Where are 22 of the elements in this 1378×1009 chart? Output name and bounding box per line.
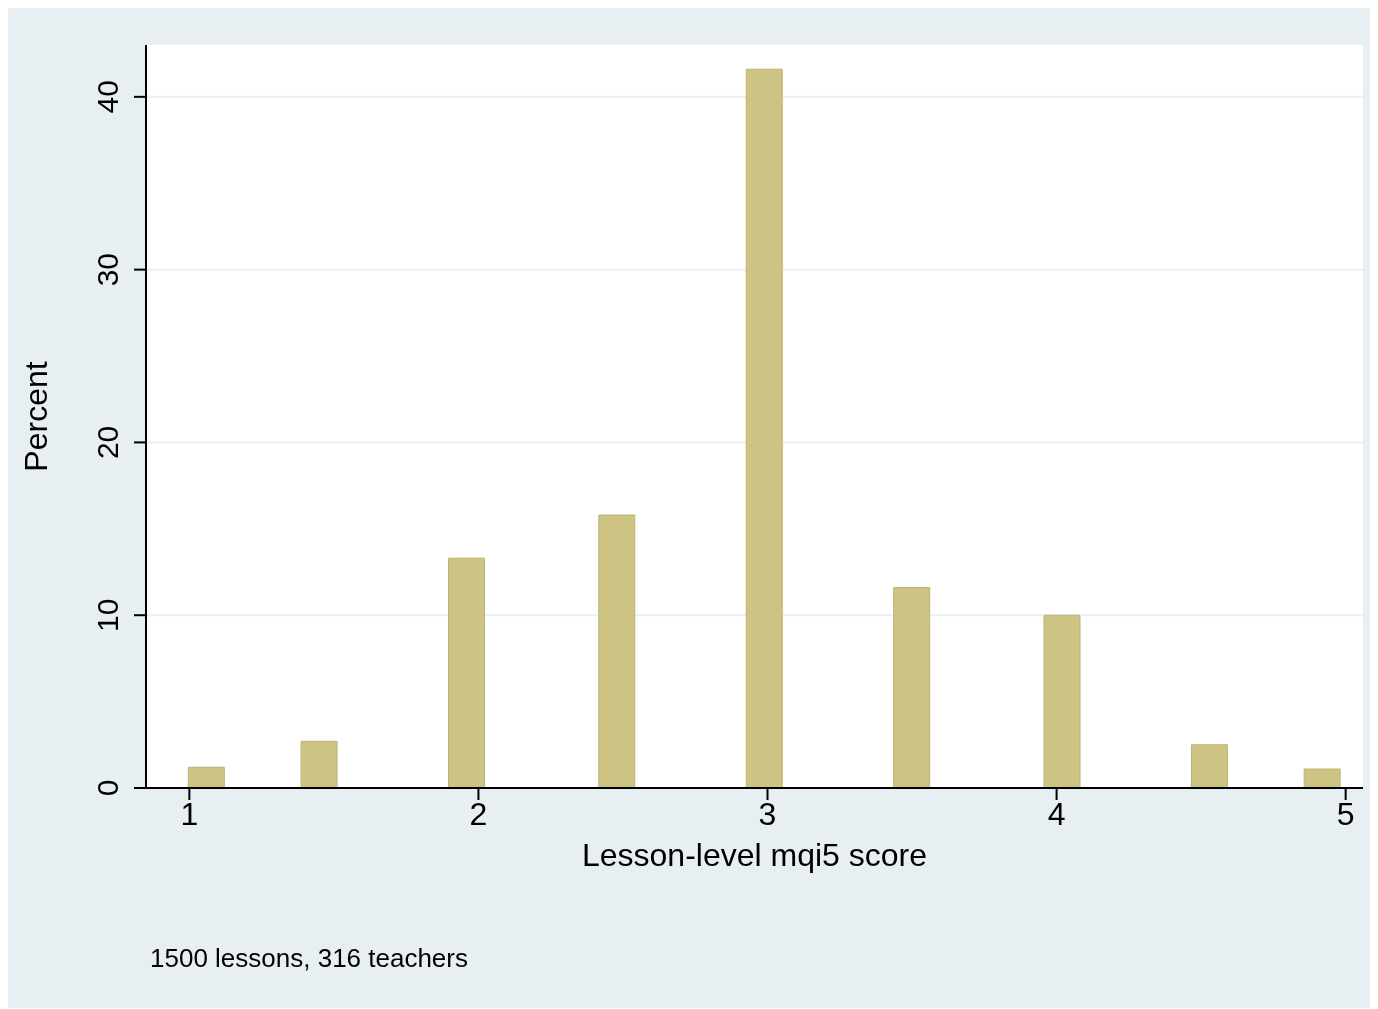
y-tick-label: 40 xyxy=(91,80,124,114)
x-tick-label: 4 xyxy=(1047,795,1066,832)
y-tick-label: 30 xyxy=(91,252,124,287)
bar xyxy=(1190,744,1228,788)
bar xyxy=(187,766,225,788)
x-axis-title: Lesson-level mqi5 score xyxy=(581,837,928,873)
x-tick-label: 2 xyxy=(469,795,488,832)
x-tick-label: 5 xyxy=(1336,795,1355,832)
bar xyxy=(598,514,636,788)
bar xyxy=(1043,614,1081,788)
bar xyxy=(1303,768,1341,788)
bar xyxy=(448,557,485,788)
bar xyxy=(300,740,338,788)
y-tick-label: 10 xyxy=(91,598,124,632)
bar xyxy=(893,587,931,788)
y-tick-label: 0 xyxy=(91,779,124,797)
y-axis-title: Percent xyxy=(18,361,55,472)
y-tick-label: 20 xyxy=(91,425,124,460)
x-tick-label: 3 xyxy=(758,795,777,832)
bar xyxy=(745,68,783,788)
text: 1500 lessons, 316 teachers xyxy=(150,943,468,974)
x-tick-label: 1 xyxy=(180,795,199,832)
